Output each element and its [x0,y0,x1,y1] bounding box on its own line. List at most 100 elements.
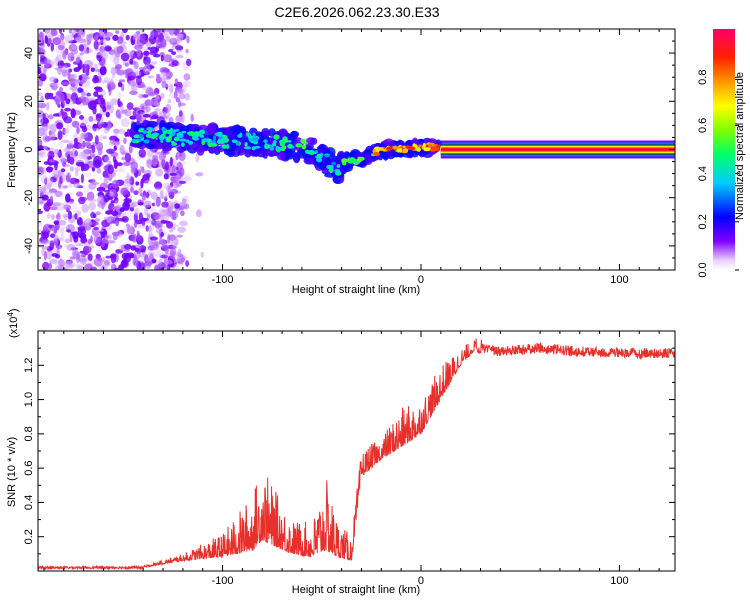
noise-blob [87,253,93,261]
noise-blob [59,155,66,165]
noise-blob [76,126,80,135]
noise-blob [46,124,53,129]
noise-blob [105,260,111,266]
noise-blob [39,61,44,65]
carrier-core [280,141,286,145]
noise-blob [176,234,183,238]
noise-blob [111,205,121,211]
x-tick-label: 100 [610,274,628,286]
noise-blob [104,45,112,52]
noise-blob [138,29,146,35]
noise-blob [75,242,84,247]
noise-blob [134,51,141,56]
noise-blob [114,132,119,137]
carrier-core [181,142,185,148]
carrier-core [133,134,141,139]
carrier-core [143,139,150,144]
noise-blob [150,208,157,215]
noise-blob [134,41,140,50]
noise-blob [97,191,105,198]
carrier-core [231,139,238,143]
noise-blob [145,40,152,48]
noise-blob [161,201,169,208]
noise-blob [99,49,109,57]
noise-blob [40,175,49,184]
noise-blob [149,98,158,106]
noise-blob [165,35,171,42]
carrier-core [201,140,205,146]
noise-blob [52,37,61,46]
noise-blob [44,177,48,185]
noise-blob [152,202,156,207]
noise-blob [38,152,43,156]
noise-blob [169,37,178,45]
noise-blob [173,255,181,263]
noise-blob [146,158,152,169]
carrier-blob [262,130,271,137]
noise-blob [102,262,109,270]
noise-blob [84,263,93,270]
noise-blob [43,183,52,190]
noise-blob [182,172,191,182]
noise-blob [171,226,176,230]
x-tick-label: -100 [212,274,234,286]
noise-blob [154,87,160,95]
noise-blob [100,98,106,105]
noise-blob [63,243,68,248]
noise-blob [141,195,146,201]
carrier-core [206,142,213,146]
carrier-core [152,132,160,137]
noise-blob [144,99,153,106]
noise-blob [93,35,100,41]
carrier-core [185,139,190,143]
carrier-core [138,128,144,133]
carrier-core [273,134,280,140]
noise-blob [154,253,162,258]
noise-blob [167,98,172,104]
noise-blob [38,138,43,147]
noise-blob [112,34,119,42]
carrier-core [161,128,168,132]
noise-blob [142,113,151,118]
noise-blob [88,100,97,111]
noise-blob [155,187,162,191]
noise-blob [77,226,86,232]
noise-blob [113,46,122,56]
noise-blob [99,230,106,234]
noise-blob [160,232,164,237]
noise-blob [167,234,171,244]
y-tick-label: 40 [23,47,35,59]
noise-blob [160,206,168,215]
spectrogram-ticks: -100 0 100 -40 -20 0 20 40 [23,29,675,286]
noise-blob [134,207,140,216]
carrier-core [300,138,306,144]
noise-blob [137,224,146,229]
noise-blob [78,38,87,44]
carrier-core [349,157,356,162]
carrier-core [331,161,336,166]
noise-blob [58,221,64,227]
noise-blob [57,92,65,103]
noise-blob [90,211,96,219]
noise-blob [69,156,75,165]
noise-blob [55,244,63,250]
carrier-core [317,153,321,157]
carrier-core [334,169,341,173]
noise-blob [100,242,105,248]
noise-blob [118,232,123,238]
noise-blob [168,229,174,233]
carrier-core [146,127,154,131]
noise-blob [40,117,49,125]
colorbar-tick-label: 0.0 [697,262,709,277]
noise-blob [95,114,102,122]
noise-blob [129,58,134,65]
noise-blob [177,29,182,32]
noise-blob [68,141,74,149]
noise-blob [51,225,56,232]
noise-blob [98,39,108,43]
noise-blob [60,234,65,243]
noise-blob [54,161,58,171]
noise-blob [101,80,110,84]
carrier-blob [198,124,208,131]
noise-blob [92,77,100,83]
